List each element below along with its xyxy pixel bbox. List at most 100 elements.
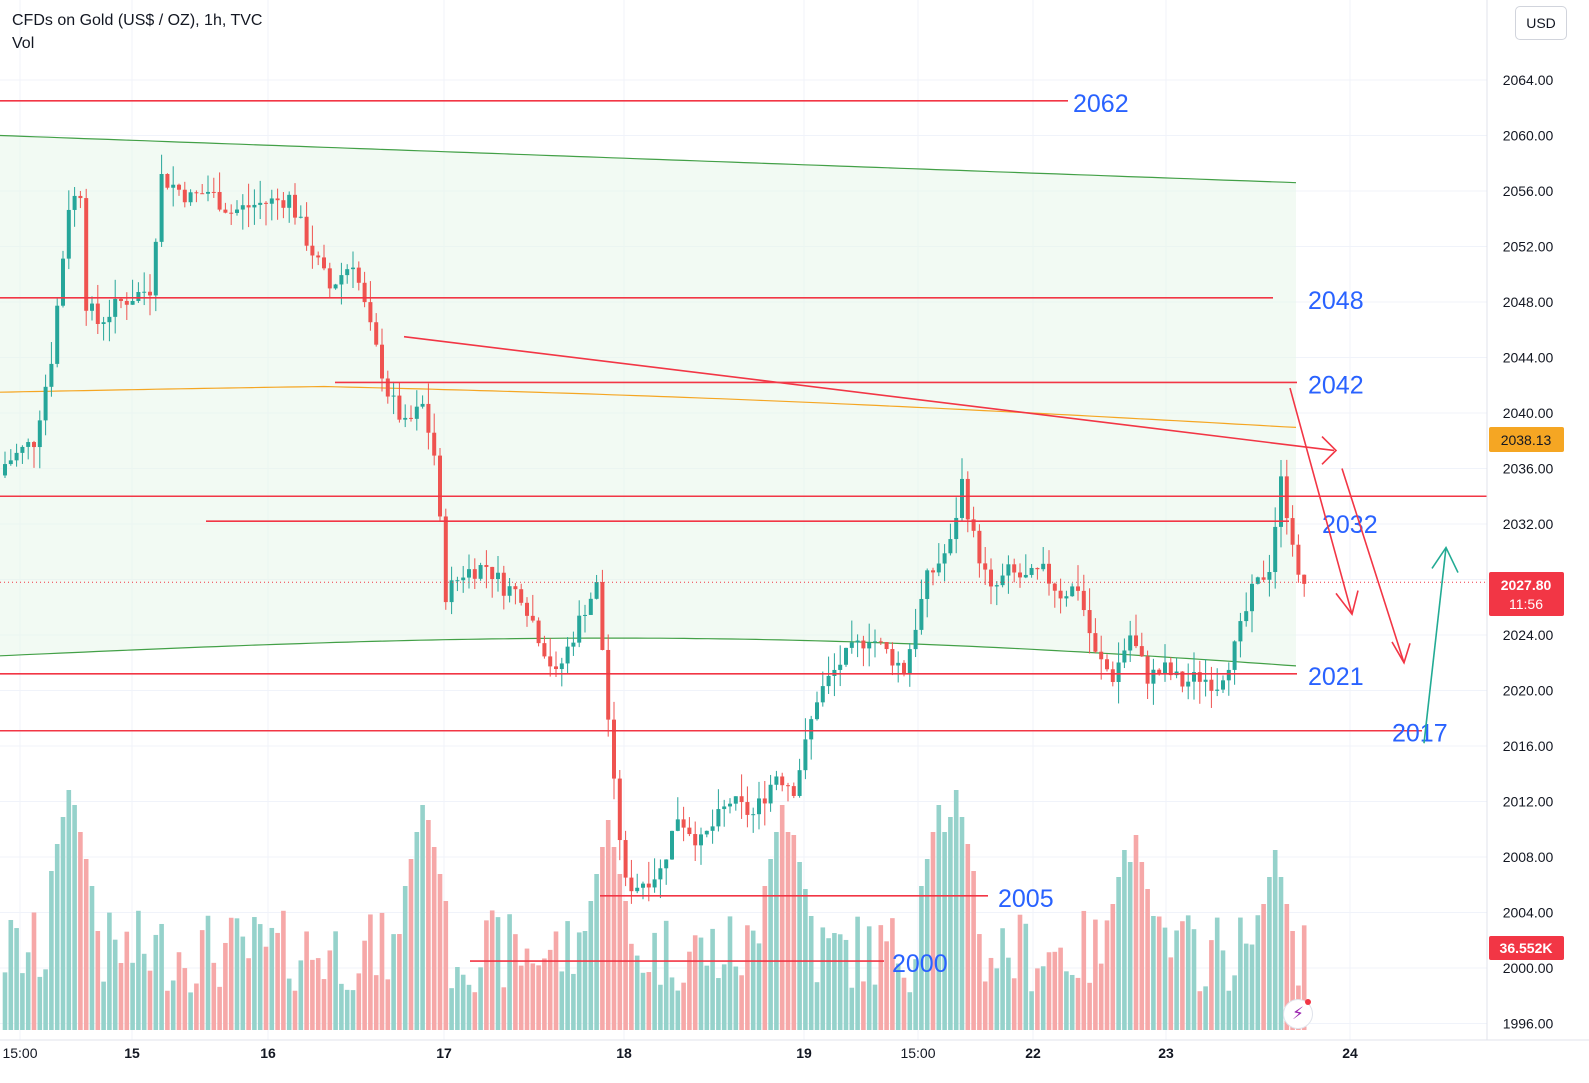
currency-button[interactable]: USD <box>1515 6 1567 40</box>
volume-bar <box>565 921 570 1030</box>
volume-bar <box>1098 963 1104 1030</box>
candle-body <box>629 877 634 892</box>
volume-bar <box>1278 877 1284 1030</box>
volume-bar <box>797 862 802 1030</box>
volume-bar <box>924 859 930 1030</box>
volume-bar <box>478 967 483 1030</box>
candle-body <box>1192 672 1196 682</box>
volume-bar <box>1255 915 1261 1030</box>
volume-bar <box>843 939 849 1030</box>
price-tick-label: 2000.00 <box>1503 960 1554 976</box>
volume-bar <box>118 963 124 1030</box>
candle-body <box>119 298 123 301</box>
volume-bar <box>884 941 889 1030</box>
volume-bar <box>8 919 14 1030</box>
volume-bar <box>721 964 727 1030</box>
candle-body <box>878 641 883 643</box>
candle-body <box>1261 577 1266 580</box>
volume-bar <box>530 963 536 1030</box>
price-tick-label: 2036.00 <box>1503 461 1554 477</box>
volume-indicator-label[interactable]: Vol <box>12 35 35 52</box>
candle-body <box>316 255 321 258</box>
candle-body <box>716 809 721 827</box>
volume-bar <box>455 967 460 1030</box>
candle-body <box>246 205 251 208</box>
time-tick-label: 15 <box>124 1045 140 1061</box>
volume-bar <box>507 914 512 1030</box>
down-arrow-short <box>1289 387 1353 615</box>
candle-body <box>420 403 425 407</box>
up-arrow-head <box>1431 545 1459 573</box>
volume-bars <box>2 790 1307 1030</box>
volume-bar <box>977 934 982 1030</box>
candle-body <box>548 656 553 667</box>
candle-body <box>1290 518 1295 545</box>
candle-body <box>675 819 680 831</box>
volume-bar <box>687 951 692 1030</box>
candle-body <box>820 686 825 703</box>
volume-bar <box>832 933 837 1030</box>
candle-body <box>1128 635 1133 651</box>
projection-arrows[interactable] <box>403 335 1459 744</box>
volume-bar <box>779 805 785 1030</box>
volume-bar <box>1243 943 1249 1030</box>
volume-bar <box>698 937 704 1030</box>
candle-body <box>66 209 71 259</box>
price-axis[interactable]: 2064.00 2060.00 2056.00 2052.00 2048.00 2044.… <box>0 0 1589 1041</box>
candle-body <box>507 586 512 596</box>
volume-bar <box>1180 921 1185 1030</box>
candle-body <box>832 669 837 676</box>
candle-body <box>443 516 448 603</box>
volume-bar <box>629 943 634 1030</box>
volume-bar <box>426 820 431 1030</box>
volume-bar <box>1029 991 1034 1030</box>
volume-bar <box>948 817 953 1030</box>
candle-body <box>130 300 135 305</box>
candle-body <box>867 642 872 649</box>
volume-bar <box>1116 877 1121 1030</box>
candle-body <box>855 640 860 643</box>
time-axis[interactable]: 15:00 15 16 17 18 19 15:00 22 23 24 <box>2 1045 1358 1061</box>
candle-body <box>1134 635 1138 647</box>
candle-body <box>107 316 112 323</box>
candle-body <box>739 796 744 803</box>
candle-body <box>530 615 535 621</box>
candle-body <box>1041 563 1046 570</box>
level-label: 2042 <box>1308 371 1364 399</box>
candle-body <box>693 834 698 846</box>
candle-body <box>1076 586 1080 591</box>
candle-body <box>913 629 918 650</box>
price-tick-label: 2060.00 <box>1503 128 1554 144</box>
volume-bar <box>1006 957 1011 1030</box>
candle-body <box>890 649 895 666</box>
candle-body <box>536 620 541 644</box>
volume-bar <box>437 874 443 1030</box>
ma-value-tag <box>1489 427 1564 452</box>
volume-bar <box>640 972 646 1030</box>
volume-bar <box>2 972 8 1030</box>
candle-body <box>72 195 77 210</box>
candle-body <box>37 420 42 448</box>
volume-bar <box>559 971 565 1030</box>
volume-bar <box>727 916 733 1030</box>
volume-bar <box>501 987 507 1030</box>
support-resistance-lines[interactable]: 2062 2048 2042 2032 2021 2017 2005 2000 <box>0 90 1487 978</box>
candle-body <box>704 830 709 835</box>
volume-bar <box>14 928 19 1030</box>
volume-bar <box>269 927 275 1030</box>
volume-bar <box>791 835 797 1030</box>
candle-body <box>861 640 866 649</box>
candle-body <box>762 798 767 804</box>
volume-bar <box>176 952 182 1030</box>
candle-body <box>49 363 54 387</box>
volume-bar <box>495 917 501 1030</box>
volume-bar <box>594 874 599 1030</box>
candle-body <box>1116 662 1121 683</box>
candle-body <box>61 258 65 306</box>
volume-bar <box>252 917 257 1030</box>
time-tick-label: 15:00 <box>2 1045 37 1061</box>
candle-body <box>78 195 83 199</box>
volume-bar <box>820 927 826 1030</box>
volume-bar <box>89 886 95 1030</box>
